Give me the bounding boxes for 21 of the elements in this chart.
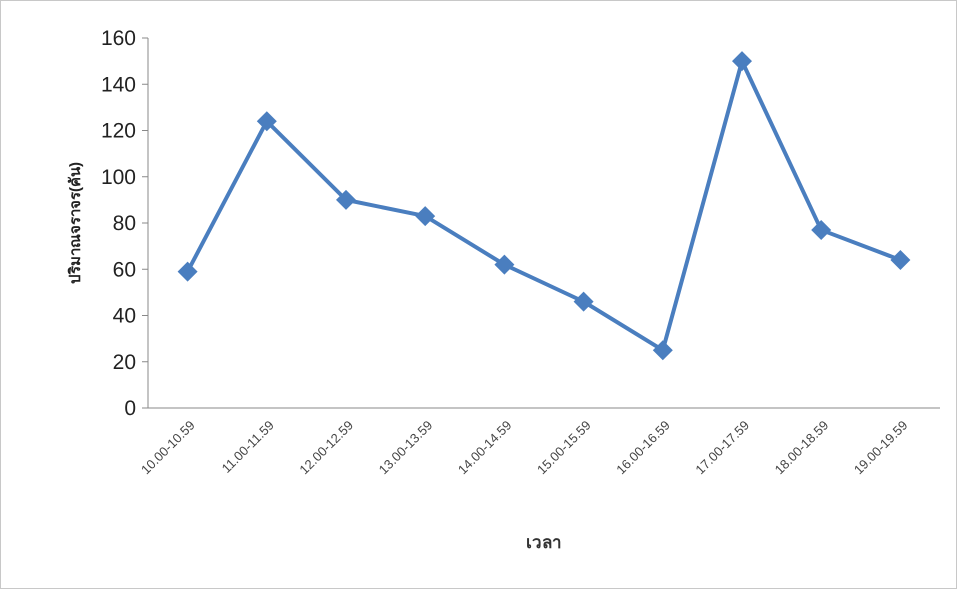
- y-tick-label: 0: [124, 397, 136, 420]
- x-axis-title: เวลา: [526, 533, 562, 552]
- point: [336, 190, 356, 210]
- y-tick-label: 80: [112, 212, 136, 235]
- y-tick-label: 100: [100, 166, 136, 189]
- point: [574, 292, 594, 312]
- y-tick-label: 160: [100, 27, 136, 50]
- y-tick-label: 120: [100, 120, 136, 142]
- y-tick-label: 60: [112, 258, 136, 282]
- point: [652, 340, 673, 360]
- y-tick-label: 20: [112, 350, 136, 374]
- point: [811, 220, 832, 240]
- point: [415, 206, 436, 226]
- point: [178, 262, 198, 282]
- y-tick-label: 40: [112, 304, 136, 328]
- y-tick-label: 140: [100, 73, 136, 96]
- point: [494, 254, 514, 275]
- point: [256, 111, 277, 132]
- y-axis-title: ปริมาณจราจร(คัน): [66, 162, 84, 284]
- point: [732, 51, 752, 72]
- point: [890, 250, 910, 270]
